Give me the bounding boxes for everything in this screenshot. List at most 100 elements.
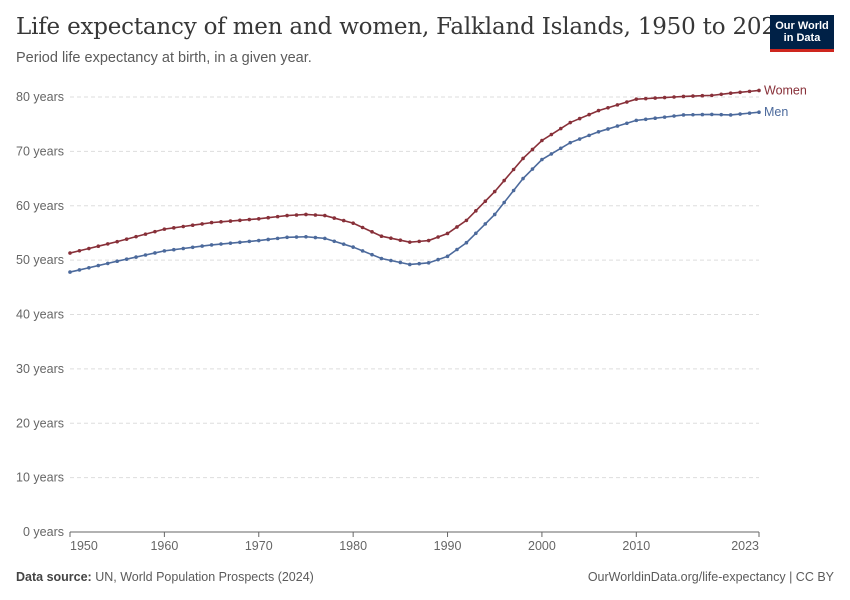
- data-point-women: [256, 217, 261, 221]
- data-point-men: [209, 243, 214, 247]
- data-point-women: [209, 220, 214, 225]
- data-point-men: [115, 259, 119, 264]
- data-point-women: [370, 230, 374, 234]
- x-tick-label: 2000: [528, 539, 556, 553]
- data-point-men: [511, 188, 516, 193]
- data-source-text[interactable]: UN, World Population Prospects (2024): [91, 570, 314, 584]
- data-point-men: [426, 261, 431, 265]
- data-point-men: [172, 247, 176, 252]
- data-point-women: [757, 88, 761, 93]
- data-source: Data source: UN, World Population Prospe…: [16, 570, 314, 584]
- data-point-women: [153, 229, 157, 234]
- data-point-men: [606, 127, 610, 131]
- data-point-women: [521, 156, 525, 161]
- data-point-women: [294, 213, 299, 217]
- data-point-men: [540, 157, 544, 162]
- data-point-men: [691, 112, 695, 117]
- axis-layer: 0 years 10 years 20 years 30 years 40 years 5…: [16, 90, 760, 553]
- owid-logo[interactable]: Our World in Data: [770, 15, 834, 52]
- data-point-men: [492, 212, 497, 217]
- y-tick-label: 70 years: [16, 144, 64, 158]
- data-point-women: [389, 236, 393, 240]
- label-layer: Women Men: [764, 83, 807, 119]
- data-point-women: [115, 239, 119, 244]
- series-label-women: Women: [764, 83, 807, 97]
- data-point-men: [190, 245, 195, 250]
- data-point-men: [596, 130, 601, 134]
- data-point-men: [738, 112, 742, 116]
- data-point-men: [294, 235, 299, 239]
- logo-accent-bar: [770, 49, 834, 52]
- data-point-men: [568, 140, 573, 145]
- data-point-women: [502, 178, 506, 183]
- data-point-men: [134, 255, 138, 259]
- x-tick-label: 1980: [339, 539, 367, 553]
- data-point-men: [143, 253, 148, 257]
- data-point-women: [492, 189, 497, 194]
- data-point-women: [275, 214, 280, 219]
- x-tick-label: 1960: [150, 539, 178, 553]
- data-point-women: [681, 94, 686, 99]
- data-point-women: [530, 147, 535, 152]
- data-point-men: [332, 239, 337, 244]
- data-point-men: [672, 114, 676, 118]
- data-point-men: [304, 234, 308, 239]
- chart-subtitle: Period life expectancy at birth, in a gi…: [16, 50, 312, 66]
- y-tick-label: 80 years: [16, 90, 64, 104]
- data-point-men: [558, 146, 563, 151]
- data-point-women: [68, 251, 72, 255]
- license-link[interactable]: OurWorldinData.org/life-expectancy | CC …: [587, 570, 834, 584]
- data-point-women: [407, 240, 412, 244]
- y-tick-label: 20 years: [16, 416, 64, 430]
- data-point-women: [625, 100, 629, 104]
- data-point-men: [728, 113, 733, 117]
- data-point-men: [68, 270, 72, 274]
- data-point-men: [549, 152, 554, 156]
- data-point-women: [511, 167, 516, 172]
- data-point-women: [417, 239, 422, 244]
- data-point-men: [417, 261, 422, 266]
- data-point-men: [747, 111, 752, 115]
- data-point-men: [530, 167, 535, 171]
- data-point-women: [219, 220, 223, 224]
- data-point-women: [436, 235, 440, 239]
- data-point-men: [162, 249, 167, 253]
- y-tick-label: 0 years: [23, 525, 64, 539]
- data-point-women: [474, 209, 478, 213]
- data-point-men: [285, 235, 289, 240]
- data-point-women: [323, 213, 327, 218]
- x-tick-label: 1950: [70, 539, 98, 553]
- data-point-men: [464, 240, 469, 245]
- data-point-men: [87, 265, 91, 270]
- data-point-men: [124, 257, 129, 261]
- data-point-men: [474, 231, 478, 236]
- data-point-men: [625, 121, 629, 126]
- data-point-men: [313, 235, 318, 240]
- data-point-women: [643, 96, 648, 101]
- data-point-women: [455, 225, 459, 229]
- data-point-women: [464, 218, 469, 223]
- y-tick-label: 10 years: [16, 471, 64, 485]
- data-point-men: [379, 256, 384, 261]
- data-point-men: [653, 116, 657, 121]
- data-point-men: [341, 242, 346, 246]
- data-point-women: [181, 224, 186, 229]
- data-point-women: [606, 105, 610, 110]
- data-point-women: [200, 222, 204, 226]
- data-point-men: [153, 251, 157, 255]
- data-point-women: [700, 93, 705, 98]
- data-point-men: [398, 260, 403, 265]
- data-point-women: [134, 234, 138, 239]
- data-point-men: [634, 118, 639, 123]
- data-point-women: [332, 216, 337, 220]
- data-point-men: [483, 222, 488, 226]
- data-point-men: [256, 238, 261, 243]
- y-tick-label: 50 years: [16, 253, 64, 267]
- data-point-women: [360, 225, 365, 230]
- data-point-men: [370, 252, 374, 257]
- data-point-women: [445, 231, 450, 236]
- data-point-men: [710, 112, 714, 117]
- data-point-men: [228, 241, 233, 245]
- data-point-women: [728, 91, 733, 95]
- data-point-women: [105, 242, 110, 246]
